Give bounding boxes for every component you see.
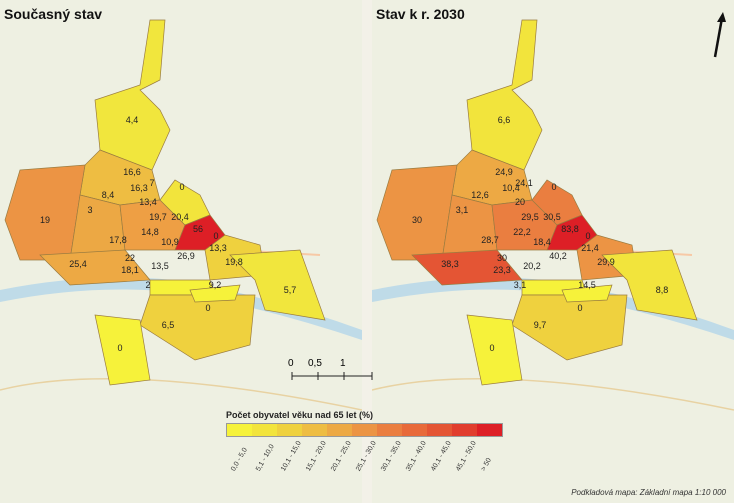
district-value-label: 83,8: [561, 224, 579, 234]
legend-class-label: > 50: [480, 457, 493, 473]
district-value-label: 20: [514, 197, 526, 207]
district-value-label: 10,9: [161, 237, 179, 247]
district-value-label: 3: [87, 205, 93, 215]
district-value-label: 13,3: [209, 243, 227, 253]
district-value-label: 19,8: [225, 257, 243, 267]
district-value-label: 2: [145, 280, 151, 290]
legend-swatch: [477, 424, 502, 436]
district-value-label: 21,4: [581, 243, 599, 253]
legend-class-label: 10,1 - 15,0: [280, 440, 303, 473]
legend-swatch: [352, 424, 377, 436]
district-value-label: 4,4: [125, 115, 139, 125]
panel-title: Současný stav: [4, 6, 103, 22]
legend-swatch: [302, 424, 327, 436]
legend-swatch: [327, 424, 352, 436]
district-value-label: 7: [149, 178, 155, 188]
district-value-label: 20,4: [171, 212, 189, 222]
district-value-label: 18,1: [121, 265, 139, 275]
legend-swatch: [452, 424, 477, 436]
district-value-label: 0: [179, 182, 185, 192]
district-value-label: 26,9: [177, 251, 195, 261]
district-value-label: 22: [124, 253, 136, 263]
legend-swatch: [377, 424, 402, 436]
district-value-label: 6,5: [161, 320, 175, 330]
district-value-label: 24,1: [515, 178, 533, 188]
legend-class-label: 35,1 - 40,0: [405, 440, 428, 473]
district-value-label: 30,5: [543, 212, 561, 222]
north-arrow-icon: [713, 12, 726, 58]
district-value-label: 30: [496, 253, 508, 263]
district-value-label: 16,6: [123, 167, 141, 177]
district-value-label: 13,5: [151, 261, 169, 271]
legend-swatches: [226, 423, 503, 437]
district-value-label: 16,3: [130, 183, 148, 193]
district-value-label: 6,6: [497, 115, 511, 125]
scale-bar-graphic: [291, 372, 373, 380]
scale-label-05: 0,5: [308, 358, 322, 369]
legend-class-label: 0,0 - 5,0: [230, 446, 249, 473]
district-value-label: 9,7: [533, 320, 547, 330]
district-value-label: 25,4: [69, 259, 87, 269]
district-value-label: 10,4: [502, 183, 520, 193]
legend-swatch: [402, 424, 427, 436]
scale-bar: 0 0,5 1: [284, 356, 379, 386]
legend-swatch: [427, 424, 452, 436]
district-value-label: 0: [117, 343, 123, 353]
legend-class-label: 30,1 - 35,0: [380, 440, 403, 473]
district-value-label: 0: [489, 343, 495, 353]
district-value-label: 29,5: [521, 212, 539, 222]
district-value-label: 56: [192, 224, 204, 234]
district-value-label: 9,2: [208, 280, 222, 290]
district-value-label: 0: [205, 303, 211, 313]
district-value-label: 8,8: [655, 285, 669, 295]
legend-class-label: 5,1 - 10,0: [255, 443, 276, 473]
district-value-label: 17,8: [109, 235, 127, 245]
legend-class-label: 20,1 - 25,0: [330, 440, 353, 473]
legend-swatch: [277, 424, 302, 436]
district-value-label: 22,2: [513, 227, 531, 237]
map-2030: [372, 0, 734, 503]
district-value-label: 0: [585, 231, 591, 241]
legend-title: Počet obyvatel věku nad 65 let (%): [226, 410, 374, 420]
district-value-label: 38,3: [441, 259, 459, 269]
district-value-label: 29,9: [597, 257, 615, 267]
district-value-label: 19,7: [149, 212, 167, 222]
district-value-label: 20,2: [523, 261, 541, 271]
district-value-label: 14,8: [141, 227, 159, 237]
district-value-label: 14,5: [578, 280, 596, 290]
district-value-label: 3,1: [455, 205, 469, 215]
district-value-label: 40,2: [549, 251, 567, 261]
scale-label-0: 0: [288, 358, 294, 369]
legend-class-label: 45,1 - 50,0: [455, 440, 478, 473]
scale-label-1: 1: [340, 358, 346, 369]
panel-title: Stav k r. 2030: [376, 6, 465, 22]
district-value-label: 3,1: [513, 280, 527, 290]
district-value-label: 0: [551, 182, 557, 192]
district-value-label: 13,4: [139, 197, 157, 207]
district-value-label: 0: [577, 303, 583, 313]
district-value-label: 0: [213, 231, 219, 241]
district-value-label: 18,4: [533, 237, 551, 247]
legend-swatch: [252, 424, 277, 436]
district-value-label: 5,7: [283, 285, 297, 295]
map-panel-current: Současný stav 4,4 16,6 16,3 7 0 8,4 13,4 3 19 19,…: [0, 0, 362, 503]
district-value-label: 28,7: [481, 235, 499, 245]
district-value-label: 24,9: [495, 167, 513, 177]
district-value-label: 8,4: [101, 190, 115, 200]
legend: Počet obyvatel věku nad 65 let (%) 0,0 -…: [226, 410, 503, 477]
legend-class-label: 15,1 - 20,0: [305, 440, 328, 473]
district-value-label: 23,3: [493, 265, 511, 275]
source-note: Podkladová mapa: Základní mapa 1:10 000: [571, 488, 726, 497]
legend-class-label: 25,1 - 30,0: [355, 440, 378, 473]
legend-swatch: [227, 424, 252, 436]
map-panel-2030: Stav k r. 2030 6,6 24,9 10,4 24,1 0 12,6 20 3,1…: [372, 0, 734, 503]
district-value-label: 19: [39, 215, 51, 225]
district-value-label: 30: [411, 215, 423, 225]
district-value-label: 12,6: [471, 190, 489, 200]
map-current: [0, 0, 362, 503]
legend-class-label: 40,1 - 45,0: [430, 440, 453, 473]
